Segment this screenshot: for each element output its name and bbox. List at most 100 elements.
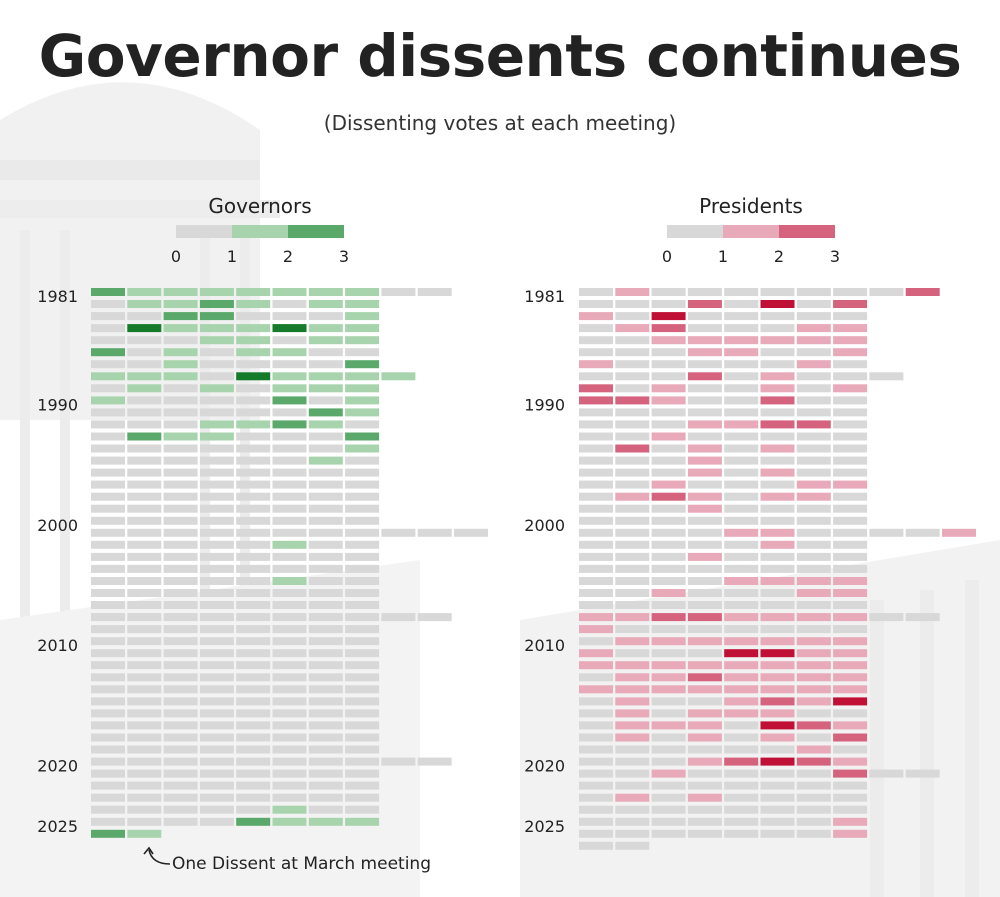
gov-meeting-cell <box>163 396 198 405</box>
gov-meeting-cell <box>308 805 343 814</box>
pres-meeting-cell <box>724 504 759 513</box>
pres-meeting-cell <box>724 685 759 694</box>
pres-meeting-cell <box>760 805 795 814</box>
pres-meeting-cell <box>687 661 722 670</box>
pres-meeting-cell <box>833 288 868 296</box>
pres-meeting-cell <box>796 336 831 345</box>
gov-meeting-cell <box>163 348 198 357</box>
pres-meeting-cell <box>615 492 650 501</box>
pres-meeting-cell <box>724 697 759 706</box>
pres-meeting-cell <box>833 709 868 718</box>
pres-meeting-cell <box>687 468 722 477</box>
pres-meeting-cell <box>724 601 759 609</box>
gov-meeting-cell <box>236 348 271 357</box>
gov-meeting-cell <box>345 673 380 682</box>
pres-legend-tick: 1 <box>718 247 728 266</box>
gov-meeting-cell <box>127 661 162 670</box>
gov-meeting-cell <box>272 709 307 718</box>
pres-meeting-cell <box>833 721 868 730</box>
gov-meeting-cell <box>308 432 343 441</box>
gov-meeting-cell <box>163 781 198 790</box>
gov-meeting-cell <box>91 420 125 429</box>
pres-year-label: 2000 <box>524 516 565 535</box>
gov-meeting-cell <box>199 625 234 634</box>
pres-meeting-cell <box>651 384 686 393</box>
pres-meeting-cell <box>833 336 868 345</box>
gov-year-label: 2020 <box>37 757 78 776</box>
pres-meeting-cell <box>760 721 795 730</box>
pres-meeting-cell <box>724 564 759 573</box>
pres-meeting-cell <box>687 577 722 585</box>
gov-meeting-cell <box>127 288 162 296</box>
gov-meeting-cell <box>381 528 416 537</box>
gov-meeting-cell <box>308 697 343 706</box>
gov-meeting-cell <box>381 613 416 622</box>
gov-meeting-cell <box>199 589 234 597</box>
pres-meeting-cell <box>651 805 686 814</box>
gov-meeting-cell <box>199 769 234 778</box>
pres-meeting-cell <box>833 793 868 802</box>
pres-meeting-cell <box>724 456 759 465</box>
pres-meeting-cell <box>615 697 650 706</box>
gov-meeting-cell <box>163 649 198 658</box>
gov-meeting-cell <box>199 324 234 333</box>
gov-meeting-cell <box>163 673 198 682</box>
pres-meeting-cell <box>615 288 650 296</box>
gov-meeting-cell <box>308 781 343 790</box>
gov-meeting-cell <box>236 492 271 501</box>
gov-meeting-cell <box>272 336 307 345</box>
gov-meeting-cell <box>272 805 307 814</box>
pres-meeting-cell <box>615 781 650 790</box>
gov-meeting-cell <box>308 372 343 381</box>
gov-meeting-cell <box>199 577 234 585</box>
gov-meeting-cell <box>236 336 271 345</box>
gov-meeting-cell <box>236 480 271 489</box>
pres-meeting-cell <box>615 625 650 634</box>
pres-meeting-cell <box>869 372 904 381</box>
gov-meeting-cell <box>345 516 380 525</box>
pres-meeting-cell <box>651 721 686 730</box>
pres-meeting-cell <box>687 685 722 694</box>
gov-meeting-cell <box>199 456 234 465</box>
gov-meeting-cell <box>163 817 198 826</box>
pres-meeting-cell <box>760 492 795 501</box>
gov-meeting-cell <box>199 444 234 453</box>
pres-meeting-cell <box>615 564 650 573</box>
pres-meeting-cell <box>760 781 795 790</box>
pres-meeting-cell <box>687 528 722 537</box>
pres-meeting-cell <box>796 769 831 778</box>
pres-meeting-cell <box>760 504 795 513</box>
gov-meeting-cell <box>127 757 162 766</box>
pres-meeting-cell <box>687 372 722 381</box>
pres-legend-swatch <box>723 225 779 238</box>
gov-meeting-cell <box>236 324 271 333</box>
gov-meeting-cell <box>308 384 343 393</box>
pres-meeting-cell <box>651 528 686 537</box>
gov-meeting-cell <box>236 360 271 369</box>
gov-meeting-cell <box>308 516 343 525</box>
pres-meeting-cell <box>651 613 686 622</box>
gov-meeting-cell <box>345 793 380 802</box>
gov-meeting-cell <box>308 444 343 453</box>
pres-meeting-cell <box>579 456 613 465</box>
gov-meeting-cell <box>236 420 271 429</box>
pres-meeting-cell <box>615 757 650 766</box>
gov-meeting-cell <box>308 552 343 561</box>
pres-meeting-cell <box>579 757 613 766</box>
pres-meeting-cell <box>724 817 759 826</box>
gov-meeting-cell <box>127 480 162 489</box>
gov-meeting-cell <box>308 336 343 345</box>
pres-meeting-cell <box>615 817 650 826</box>
pres-meeting-cell <box>796 793 831 802</box>
pres-meeting-cell <box>579 709 613 718</box>
gov-meeting-cell <box>345 348 380 357</box>
gov-legend-tick: 2 <box>283 247 293 266</box>
gov-meeting-cell <box>345 564 380 573</box>
gov-meeting-cell <box>345 709 380 718</box>
gov-meeting-cell <box>127 649 162 658</box>
pres-meeting-cell <box>796 613 831 622</box>
gov-meeting-cell <box>163 528 198 537</box>
pres-meeting-cell <box>760 817 795 826</box>
pres-meeting-cell <box>651 516 686 525</box>
pres-meeting-cell <box>833 805 868 814</box>
